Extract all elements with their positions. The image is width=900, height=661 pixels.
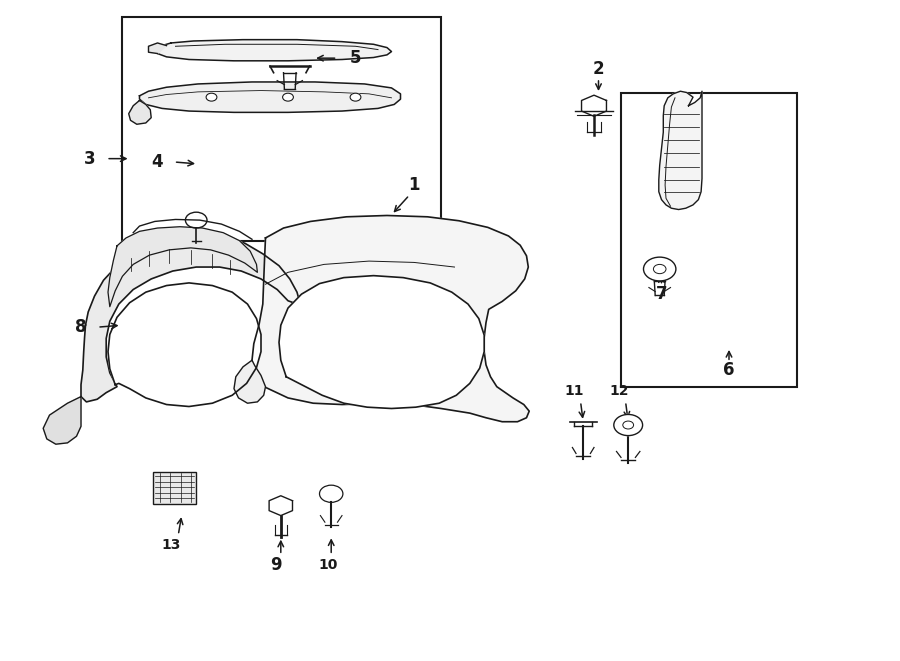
Text: 2: 2: [593, 60, 604, 79]
Text: 6: 6: [724, 361, 734, 379]
Text: 12: 12: [609, 384, 629, 399]
Text: 8: 8: [76, 318, 86, 336]
Bar: [153, 472, 196, 504]
Polygon shape: [269, 496, 292, 516]
Text: 10: 10: [319, 558, 338, 572]
Polygon shape: [129, 100, 151, 124]
Text: 4: 4: [152, 153, 163, 171]
Circle shape: [320, 485, 343, 502]
Text: 11: 11: [564, 384, 584, 399]
Text: 1: 1: [409, 176, 419, 194]
Polygon shape: [43, 397, 81, 444]
Polygon shape: [108, 283, 261, 407]
Circle shape: [185, 212, 207, 228]
Bar: [621, 93, 796, 387]
Polygon shape: [140, 82, 401, 112]
Text: 7: 7: [656, 285, 667, 303]
Text: 3: 3: [85, 149, 95, 168]
Polygon shape: [158, 40, 392, 61]
Circle shape: [644, 257, 676, 281]
Polygon shape: [148, 43, 166, 54]
Polygon shape: [279, 276, 484, 408]
Polygon shape: [581, 95, 607, 116]
Polygon shape: [252, 215, 529, 422]
Polygon shape: [659, 91, 702, 210]
Text: 9: 9: [271, 556, 282, 574]
Circle shape: [614, 414, 643, 436]
Text: 13: 13: [161, 538, 181, 553]
Bar: [122, 17, 441, 241]
Circle shape: [206, 93, 217, 101]
Polygon shape: [234, 360, 266, 403]
Polygon shape: [81, 235, 301, 402]
Circle shape: [350, 93, 361, 101]
Circle shape: [283, 93, 293, 101]
Text: 5: 5: [350, 49, 361, 67]
Polygon shape: [108, 227, 257, 307]
